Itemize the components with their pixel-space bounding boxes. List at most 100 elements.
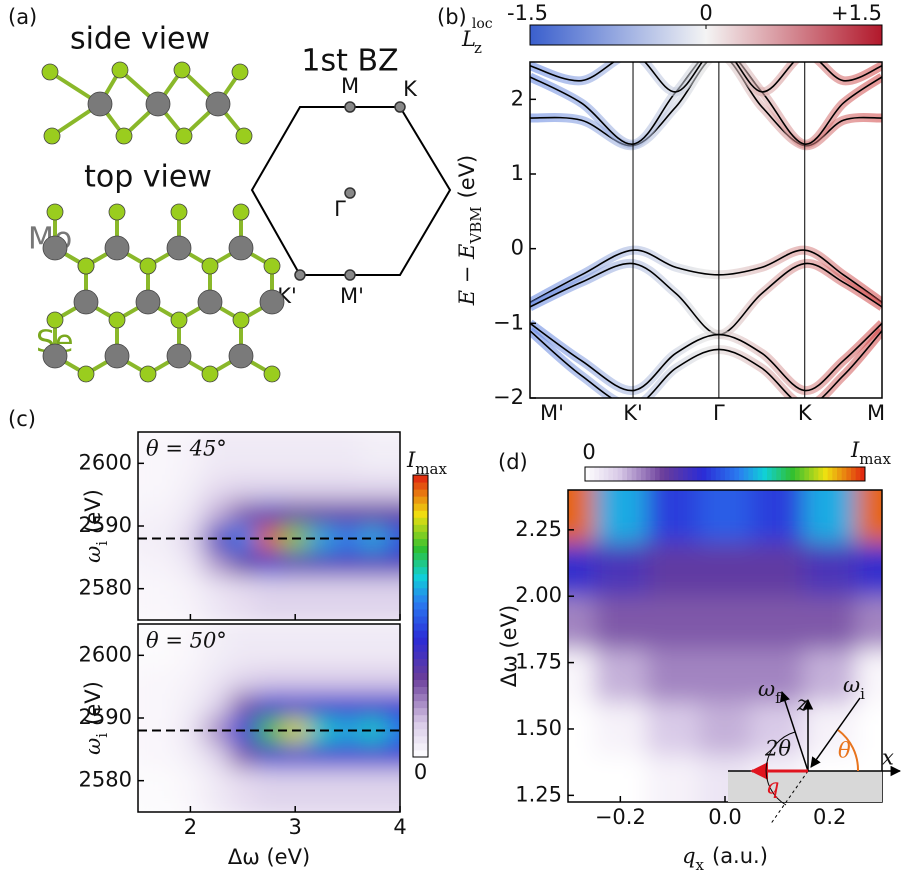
atom bbox=[42, 64, 58, 80]
colorbar-segment bbox=[413, 496, 428, 504]
colorbar-segment bbox=[837, 467, 842, 481]
colorbar-segment bbox=[842, 467, 847, 481]
heatmap-cell bbox=[594, 543, 647, 597]
atom bbox=[232, 64, 248, 80]
x-tick-label: K bbox=[798, 401, 813, 425]
colorbar-min-label: 0 bbox=[582, 440, 595, 464]
colorbar-segment bbox=[413, 489, 428, 497]
y-tick-label: 2.25 bbox=[515, 517, 562, 541]
heatmap-cell bbox=[230, 668, 257, 694]
colorbar-segment bbox=[669, 467, 674, 481]
heatmap-cell bbox=[256, 551, 283, 577]
heatmap-cell bbox=[282, 693, 309, 719]
heatmap-cell bbox=[177, 551, 204, 577]
colorbar-segment bbox=[716, 467, 721, 481]
label-part: loc bbox=[472, 16, 493, 32]
colorbar-segment bbox=[678, 467, 683, 481]
colorbar-segment bbox=[683, 467, 688, 481]
x-tick-label: 0.2 bbox=[813, 805, 846, 829]
heatmap-cell bbox=[256, 426, 283, 477]
colorbar-segment bbox=[413, 736, 428, 744]
colorbar-segment bbox=[413, 588, 428, 596]
bz-point-label: K bbox=[403, 77, 418, 101]
colorbar-segment bbox=[688, 467, 693, 481]
heatmap-cell bbox=[204, 501, 231, 527]
colorbar-segment bbox=[413, 517, 428, 525]
colorbar-segment bbox=[804, 467, 809, 481]
heatmap-cell bbox=[125, 743, 178, 769]
bz-point-label: M' bbox=[340, 284, 364, 308]
colorbar-segment bbox=[730, 467, 735, 481]
heatmap-cell bbox=[361, 668, 388, 694]
panel-label: (b) bbox=[437, 5, 467, 29]
heatmap-cell bbox=[308, 618, 335, 669]
colorbar-segment bbox=[636, 467, 641, 481]
axis-label: Δω (eV) bbox=[228, 845, 310, 869]
atom bbox=[229, 236, 253, 260]
colorbar-segment bbox=[413, 510, 428, 518]
heatmap-cell bbox=[177, 476, 204, 502]
colorbar-segment bbox=[413, 708, 428, 716]
axis-label: qx(a.u.) bbox=[682, 844, 768, 872]
colorbar-segment bbox=[413, 679, 428, 687]
atom bbox=[171, 204, 187, 220]
label-part: i bbox=[860, 685, 865, 703]
colorbar-segment bbox=[706, 467, 711, 481]
heatmap-cell bbox=[335, 426, 362, 477]
axis-label: Δω (eV) bbox=[497, 605, 521, 687]
atom bbox=[105, 236, 129, 260]
band-halo bbox=[530, 331, 882, 406]
heatmap-cell bbox=[125, 501, 178, 527]
atom bbox=[260, 290, 284, 314]
heatmap-cell bbox=[204, 551, 231, 577]
heatmap-cell bbox=[204, 743, 231, 769]
axis-label: Imax bbox=[850, 438, 891, 469]
heatmap-cell bbox=[177, 501, 204, 527]
label-part: i bbox=[93, 733, 111, 738]
colorbar-segment bbox=[711, 467, 716, 481]
colorbar-segment bbox=[781, 467, 786, 481]
heatmap-cell bbox=[647, 702, 700, 756]
heatmap-cell bbox=[361, 743, 388, 769]
y-tick-label: 2580 bbox=[79, 576, 132, 600]
heatmap-cell bbox=[594, 649, 647, 703]
heatmap-cell bbox=[230, 426, 257, 477]
colorbar-segment bbox=[818, 467, 823, 481]
y-tick-label: 1.25 bbox=[515, 782, 562, 806]
colorbar-segment bbox=[762, 467, 767, 481]
colorbar-segment bbox=[413, 546, 428, 554]
colorbar-segment bbox=[660, 467, 665, 481]
colorbar-segment bbox=[604, 467, 609, 481]
colorbar-segment bbox=[413, 524, 428, 532]
side-view-label: side view bbox=[70, 22, 210, 57]
atom bbox=[198, 290, 222, 314]
heatmap-cell bbox=[361, 476, 388, 502]
heatmap-cell bbox=[177, 743, 204, 769]
heatmap-cell bbox=[647, 596, 700, 650]
colorbar-segment bbox=[809, 467, 814, 481]
y-tick-label: 2600 bbox=[79, 450, 132, 474]
colorbar-segment bbox=[413, 701, 428, 709]
heatmap-cell bbox=[335, 501, 362, 527]
inset-label: θ bbox=[838, 739, 851, 763]
label-part: x bbox=[696, 856, 705, 872]
heatmap-cell bbox=[125, 693, 178, 719]
colorbar-segment bbox=[856, 467, 861, 481]
atom bbox=[174, 62, 190, 78]
label-part: z bbox=[474, 39, 482, 57]
y-tick-label: 2 bbox=[511, 86, 524, 110]
panel-label: (c) bbox=[8, 407, 36, 431]
heatmap-cell bbox=[647, 649, 700, 703]
atom bbox=[112, 62, 128, 78]
heatmap-cell bbox=[804, 543, 857, 597]
bz-points bbox=[295, 102, 405, 280]
label-part: ω bbox=[81, 738, 105, 755]
colorbar-segment bbox=[655, 467, 660, 481]
colorbar-segment bbox=[413, 482, 428, 490]
y-tick-label: 2580 bbox=[79, 768, 132, 792]
colorbar-segment bbox=[692, 467, 697, 481]
heatmap-cell bbox=[204, 693, 231, 719]
colorbar-tick-label: +1.5 bbox=[831, 1, 882, 25]
annotation: θ = 45° bbox=[146, 437, 227, 461]
heatmap-cell bbox=[230, 743, 257, 769]
